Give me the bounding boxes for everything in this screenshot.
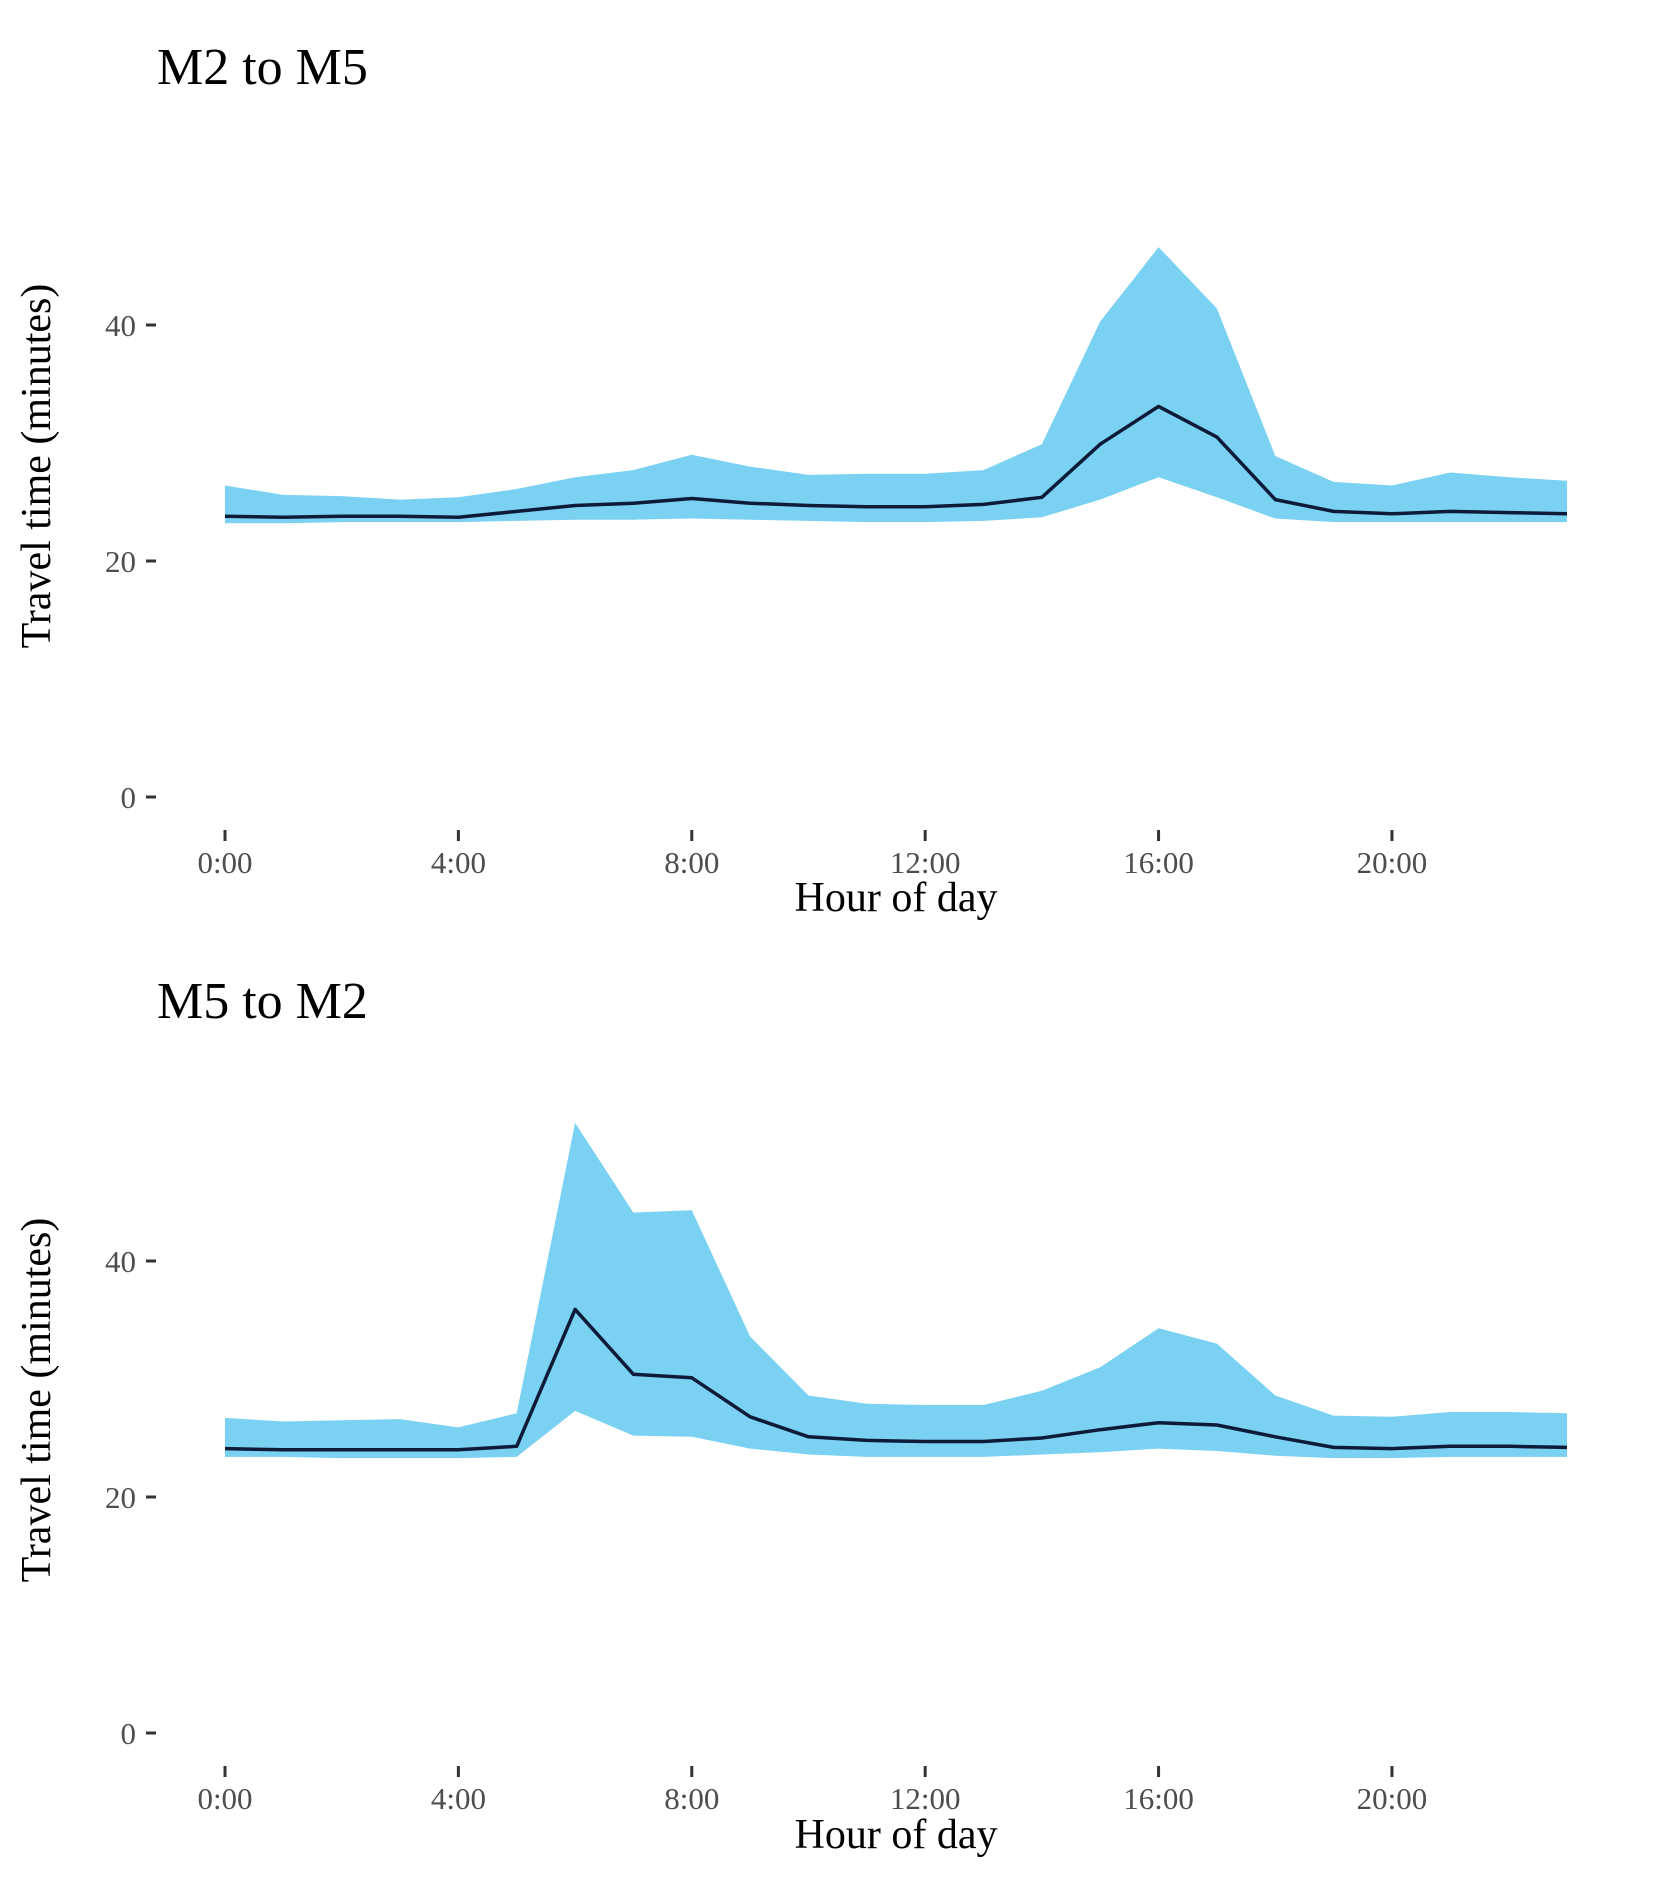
median-line bbox=[224, 1307, 1568, 1452]
y-tick-label: 20 bbox=[105, 544, 136, 579]
range-band bbox=[225, 247, 1567, 524]
x-tick-label: 4:00 bbox=[431, 845, 486, 880]
x-axis-title: Hour of day bbox=[795, 1812, 998, 1858]
x-tick-label: 16:00 bbox=[1123, 845, 1194, 880]
x-tick-label: 12:00 bbox=[890, 845, 961, 880]
median-line bbox=[224, 404, 1568, 520]
y-tick-label: 0 bbox=[121, 1716, 137, 1751]
y-tick-label: 20 bbox=[105, 1480, 136, 1515]
x-tick-label: 16:00 bbox=[1123, 1781, 1194, 1816]
y-tick-label: 40 bbox=[105, 1244, 136, 1279]
x-tick-label: 0:00 bbox=[197, 1781, 252, 1816]
x-tick-label: 8:00 bbox=[664, 845, 719, 880]
x-tick-label: 0:00 bbox=[197, 845, 252, 880]
x-tick-label: 8:00 bbox=[664, 1781, 719, 1816]
chart-panel-1: M2 to M5 0 20 40 0:00 4:00 8:00 12:00 16:00 20:00… bbox=[14, 39, 1568, 921]
x-tick-label: 4:00 bbox=[431, 1781, 486, 1816]
y-axis-title: Travel time (minutes) bbox=[14, 284, 60, 649]
chart-title: M5 to M2 bbox=[157, 973, 368, 1030]
x-axis-title: Hour of day bbox=[795, 875, 998, 921]
y-tick-label: 40 bbox=[105, 308, 136, 343]
x-tick-label: 20:00 bbox=[1357, 1781, 1428, 1816]
y-tick-label: 0 bbox=[121, 780, 137, 815]
range-band bbox=[225, 1122, 1567, 1459]
x-tick-label: 12:00 bbox=[890, 1781, 961, 1816]
y-axis-title: Travel time (minutes) bbox=[14, 1218, 60, 1583]
x-tick-label: 20:00 bbox=[1357, 845, 1428, 880]
chart-title: M2 to M5 bbox=[157, 39, 368, 96]
chart-panel-2: M5 to M2 0 20 40 0:00 4:00 8:00 12:00 16:00 20:00… bbox=[14, 973, 1568, 1858]
